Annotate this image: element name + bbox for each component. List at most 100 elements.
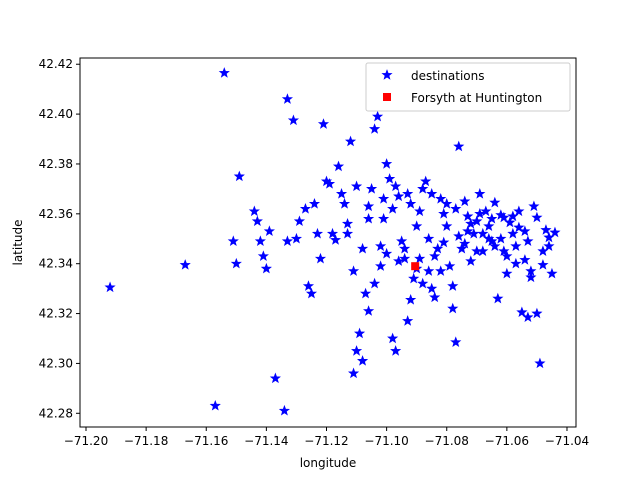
destination-point: [299, 202, 312, 214]
destination-point: [522, 311, 534, 323]
destination-point: [489, 240, 501, 251]
destination-point: [360, 287, 372, 299]
destination-point: [293, 215, 306, 227]
y-tick-label: 42.40: [39, 107, 73, 121]
destination-point: [477, 245, 489, 256]
destination-point: [501, 250, 513, 261]
destination-point: [402, 315, 414, 326]
destination-point: [513, 205, 525, 217]
destination-point: [378, 193, 390, 204]
destination-point: [311, 227, 324, 239]
destination-point: [531, 211, 543, 223]
destination-point: [510, 240, 522, 251]
destination-point: [278, 404, 290, 416]
destination-point: [414, 252, 426, 264]
destination-point: [260, 262, 272, 274]
y-tick-label: 42.32: [39, 307, 73, 321]
x-axis: −71.20 −71.18 −71.16 −71.14 −71.12 −71.10 −71.…: [64, 427, 589, 448]
destination-point: [501, 267, 513, 279]
destination-point: [335, 188, 348, 199]
destination-point: [281, 93, 293, 104]
destination-point: [378, 212, 390, 224]
destination-point: [429, 250, 441, 261]
destination-point: [474, 188, 486, 199]
destination-point: [332, 160, 345, 172]
destination-point: [350, 180, 363, 192]
destination-point: [519, 254, 531, 265]
destination-point: [353, 327, 366, 339]
x-tick-label: −71.04: [545, 434, 589, 448]
destination-point: [444, 260, 456, 271]
destination-point: [356, 355, 369, 366]
destination-point: [474, 207, 486, 219]
x-tick-label: −71.08: [425, 434, 469, 448]
destination-point: [432, 242, 444, 254]
y-tick-label: 42.30: [39, 356, 73, 370]
legend: destinations Forsyth at Huntington: [365, 62, 571, 112]
destination-point: [546, 267, 558, 279]
destination-point: [356, 242, 369, 254]
destination-point: [516, 306, 528, 318]
destination-point: [465, 255, 477, 266]
destination-point: [104, 281, 116, 293]
destination-point: [347, 367, 360, 379]
destination-point: [254, 235, 266, 246]
destination-point: [405, 293, 417, 305]
destination-point: [390, 180, 402, 192]
destination-point: [489, 196, 501, 208]
destination-point: [375, 240, 387, 251]
legend-marker-forsyth: [383, 93, 391, 101]
destination-point: [369, 123, 381, 134]
destination-point: [317, 118, 330, 129]
destination-point: [387, 332, 399, 344]
destination-point: [441, 197, 453, 209]
destination-point: [495, 232, 507, 244]
destination-point: [447, 280, 459, 291]
destination-point: [537, 259, 549, 270]
destination-point: [423, 232, 435, 244]
legend-box: [365, 62, 571, 112]
destination-point: [341, 217, 354, 229]
destination-point: [233, 170, 245, 182]
destination-point: [269, 372, 281, 384]
destination-point: [531, 307, 543, 319]
destination-point: [459, 237, 471, 249]
destination-point: [459, 195, 471, 207]
destination-point: [290, 232, 303, 244]
x-axis-label: longitude: [300, 456, 357, 470]
destination-point: [483, 220, 495, 232]
destination-point: [399, 252, 411, 264]
destination-point: [420, 175, 432, 187]
destination-point: [486, 212, 498, 224]
destination-point: [384, 173, 396, 184]
destination-point: [408, 272, 420, 284]
destination-point: [414, 205, 426, 217]
destination-point: [513, 221, 525, 233]
destination-point: [366, 183, 378, 194]
destination-point: [519, 225, 531, 237]
destination-point: [323, 178, 336, 189]
destination-point: [302, 280, 315, 291]
destination-point: [462, 210, 474, 222]
destination-point: [248, 205, 260, 217]
destination-point: [363, 212, 375, 224]
destination-point: [375, 260, 387, 271]
destination-point: [329, 234, 342, 245]
destination-point: [438, 236, 450, 248]
plot-frame: [79, 57, 577, 428]
destination-point: [347, 265, 360, 276]
y-tick-label: 42.36: [39, 207, 73, 221]
destination-point: [393, 190, 405, 202]
destination-point: [456, 242, 468, 254]
destination-point: [426, 282, 438, 294]
destination-point: [257, 250, 269, 261]
destination-point: [363, 200, 375, 212]
destination-point: [510, 257, 522, 269]
destination-point: [363, 305, 375, 316]
destination-point: [287, 114, 300, 126]
legend-label-forsyth: Forsyth at Huntington: [411, 91, 542, 105]
legend-star-marker: [381, 69, 393, 80]
destination-point: [453, 230, 465, 242]
destination-point: [350, 345, 363, 356]
destination-point: [468, 227, 480, 239]
